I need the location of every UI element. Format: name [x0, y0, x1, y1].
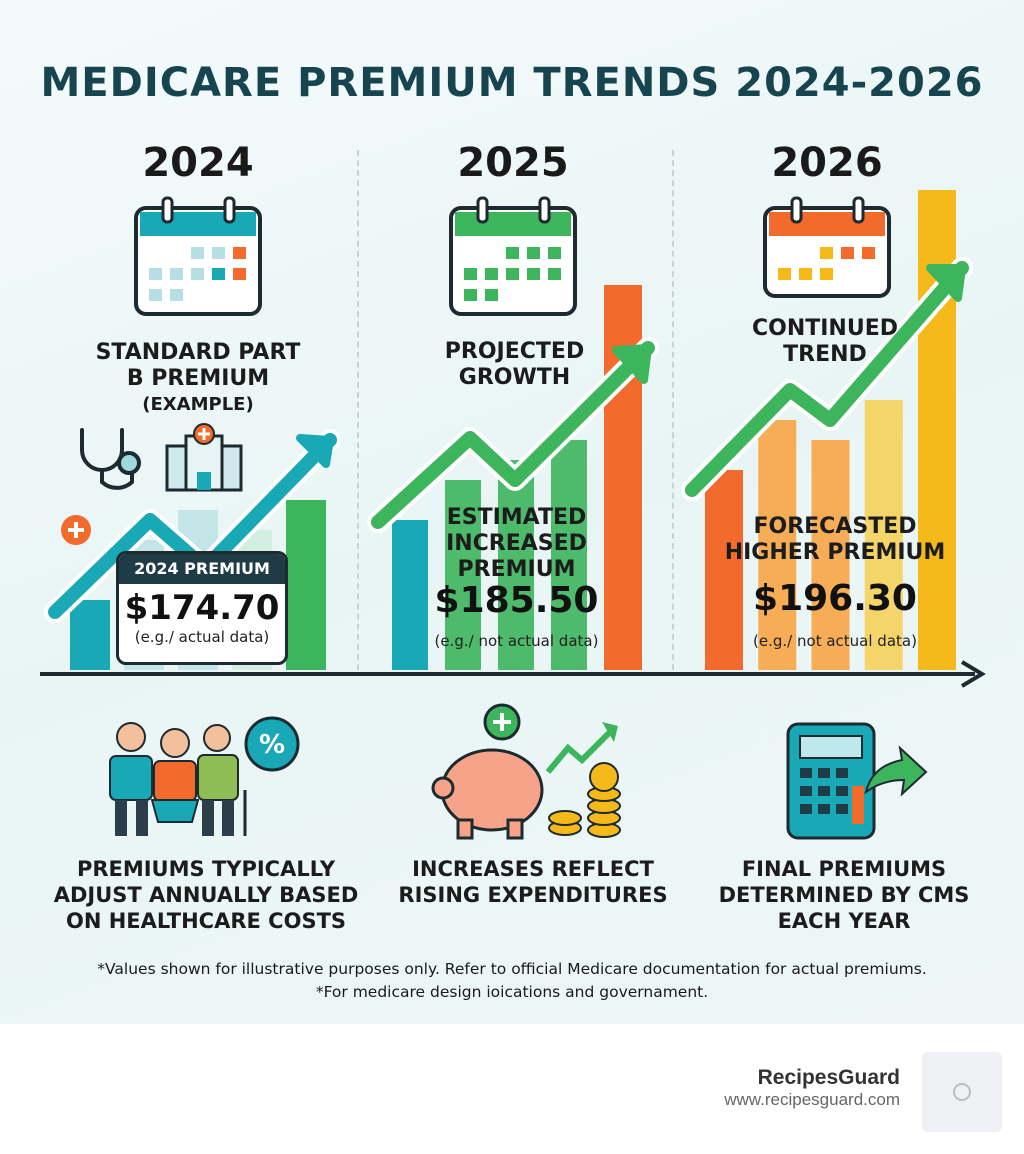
percent-icon: % [244, 716, 300, 772]
price-note: (e.g./ not actual data) [753, 632, 917, 650]
caption-line: B PREMIUM [126, 366, 270, 391]
page-title: MEDICARE PREMIUM TRENDS 2024-2026 [40, 60, 984, 106]
price-note: (e.g./ not actual data) [434, 632, 599, 650]
caption-line: FINAL PREMIUMS [741, 857, 947, 881]
price-value-2026: $196.30 [753, 578, 917, 619]
column-divider [357, 150, 359, 670]
label-line: HIGHER PREMIUM [724, 540, 946, 565]
caption-line: ON HEALTHCARE COSTS [65, 909, 347, 933]
bar [498, 460, 534, 670]
brand-block: RecipesGuard www.recipesguard.com [724, 1066, 900, 1110]
caption-line: EACH YEAR [777, 909, 911, 933]
bar [864, 400, 903, 670]
caption-line: GROWTH [458, 365, 571, 390]
infographic-canvas: MEDICARE PREMIUM TRENDS 2024-2026 2024 2… [0, 0, 1024, 1024]
bar [70, 600, 110, 670]
panel-2024-caption: STANDARD PART B PREMIUM [58, 340, 338, 392]
card-label: 2024 PREMIUM [119, 554, 285, 584]
piggy-bank-icon [431, 703, 544, 840]
year-label-2024: 2024 [142, 140, 254, 186]
trend-arrow [685, 261, 969, 497]
logo-icon [953, 1083, 971, 1101]
year-label-2026: 2026 [771, 140, 883, 186]
caption-line: CONTINUED [751, 316, 899, 341]
bar-value-2024 [286, 500, 326, 670]
panel-2025-label: ESTIMATED INCREASED PREMIUM [404, 505, 629, 583]
coins-icon [548, 762, 621, 838]
bar [758, 420, 797, 670]
disclaimer-line-1: *Values shown for illustrative purposes … [97, 960, 927, 978]
label-line: FORECASTED [753, 514, 917, 539]
bottom-caption-expenditures: INCREASES REFLECT RISING EXPENDITURES [373, 856, 693, 908]
caption-line: DETERMINED BY CMS [718, 883, 970, 907]
calendar-icon [449, 196, 577, 316]
premium-card-2024: 2024 PREMIUM $174.70 (e.g./ actual data) [116, 551, 288, 665]
seniors-icon [109, 722, 247, 836]
panel-2024-subcaption: (EXAMPLE) [142, 394, 254, 415]
price-note: (e.g./ actual data) [134, 628, 270, 646]
hospital-icon [165, 423, 243, 492]
bottom-caption-annual: PREMIUMS TYPICALLY ADJUST ANNUALLY BASED… [46, 856, 366, 934]
brand-name: RecipesGuard [757, 1066, 900, 1089]
stethoscope-icon [80, 428, 141, 490]
medical-plus-icon [61, 515, 91, 545]
caption-line: ADJUST ANNUALLY BASED [53, 883, 359, 907]
label-line: INCREASED [446, 531, 587, 556]
calendar-icon [134, 196, 262, 316]
trend-arrow [48, 433, 337, 619]
bar [392, 520, 428, 670]
caption-line: INCREASES REFLECT [412, 857, 654, 881]
column-divider [672, 150, 674, 670]
label-line: ESTIMATED [446, 505, 587, 530]
year-label-2025: 2025 [457, 140, 569, 186]
bottom-caption-cms: FINAL PREMIUMS DETERMINED BY CMS EACH YE… [684, 856, 1004, 934]
bar [445, 480, 481, 670]
panel-2025-caption: PROJECTED GROWTH [392, 339, 637, 391]
bar [551, 440, 587, 670]
bar [811, 440, 850, 670]
trend-arrow [371, 341, 655, 529]
trend-arrowhead [926, 264, 966, 302]
caption-line: RISING EXPENDITURES [398, 883, 668, 907]
brand-url: www.recipesguard.com [724, 1090, 900, 1109]
caption-line: TREND [783, 342, 867, 367]
bar [705, 470, 743, 670]
calculator-icon [786, 722, 928, 840]
svg-text:%: % [259, 730, 285, 760]
panel-2026-caption: CONTINUED TREND [700, 316, 950, 368]
brand-logo [922, 1052, 1002, 1132]
disclaimer-line-2: *For medicare design ioications and gove… [315, 983, 709, 1001]
caption-line: PREMIUMS TYPICALLY [76, 857, 336, 881]
panel-2026-label: FORECASTED HIGHER PREMIUM [705, 514, 965, 566]
price-value-2025: $185.50 [434, 580, 599, 621]
label-line: PREMIUM [457, 557, 576, 582]
x-axis-arrowhead [960, 660, 986, 688]
price-value-2024: $174.70 [124, 588, 280, 628]
trend-arrowhead [296, 434, 334, 468]
trend-arrow-icon [545, 722, 618, 774]
caption-line: STANDARD PART [95, 340, 301, 365]
caption-line: PROJECTED [444, 339, 585, 364]
trend-arrows [44, 257, 973, 623]
calendar-icon [763, 196, 891, 298]
trend-arrowhead [612, 344, 652, 384]
